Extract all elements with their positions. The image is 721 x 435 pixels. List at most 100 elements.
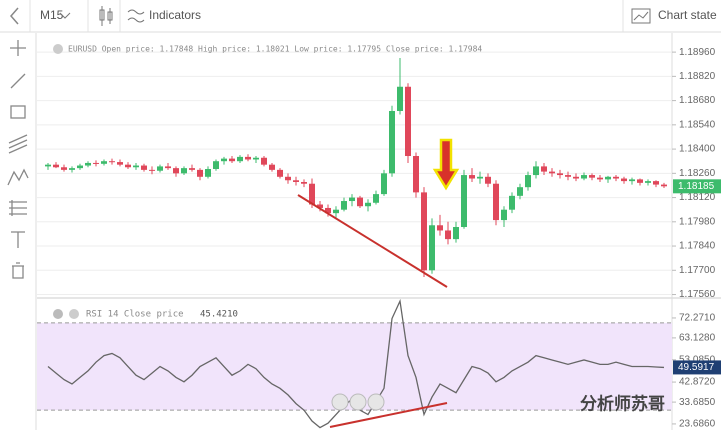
candle-body bbox=[141, 165, 147, 170]
candle-body bbox=[357, 197, 363, 207]
candle-body bbox=[261, 157, 267, 165]
candle-body bbox=[229, 158, 235, 162]
y-tick-label: 1.17560 bbox=[679, 289, 716, 300]
candle-body bbox=[597, 177, 603, 180]
chart-state-button[interactable]: Chart state bbox=[658, 8, 717, 22]
y-tick-label: 23.6860 bbox=[679, 419, 716, 430]
candle-body bbox=[525, 175, 531, 188]
candle-body bbox=[637, 179, 643, 183]
y-tick-label: 33.6850 bbox=[679, 397, 716, 408]
trend-line[interactable] bbox=[297, 194, 448, 288]
rsi-legend-value: 45.4210 bbox=[200, 310, 238, 320]
trendline-tool[interactable] bbox=[10, 73, 26, 89]
current-value-box bbox=[673, 179, 721, 194]
rsi-settings-icon[interactable] bbox=[69, 309, 79, 319]
channel-tool[interactable] bbox=[8, 134, 28, 154]
candle-body bbox=[461, 175, 467, 228]
ohlc-legend: EURUSD Open price: 1.17848 High price: 1… bbox=[68, 45, 482, 54]
candle-body bbox=[93, 162, 99, 164]
candle-body bbox=[117, 162, 123, 165]
rsi-legend: RSI 14 Close price bbox=[86, 310, 184, 320]
fib-tool[interactable] bbox=[9, 200, 27, 216]
rsi-close-icon[interactable] bbox=[53, 309, 63, 319]
candle-body bbox=[181, 168, 187, 174]
candle-body bbox=[405, 86, 411, 157]
candle-body bbox=[365, 202, 371, 207]
y-tick-label: 1.18260 bbox=[679, 168, 716, 179]
delete-tool[interactable] bbox=[12, 262, 24, 279]
candle-body bbox=[429, 225, 435, 271]
candle-body bbox=[253, 157, 259, 160]
indicators-button[interactable]: Indicators bbox=[149, 8, 201, 22]
candle-body bbox=[453, 227, 459, 240]
candle-body bbox=[493, 183, 499, 221]
candle-body bbox=[549, 171, 555, 174]
y-tick-label: 1.18820 bbox=[679, 71, 716, 82]
back-button[interactable] bbox=[10, 7, 19, 25]
y-tick-label: 1.17840 bbox=[679, 241, 716, 252]
candle-body bbox=[309, 183, 315, 205]
candle-body bbox=[413, 156, 419, 193]
y-tick-label: 1.17700 bbox=[679, 265, 716, 276]
candle-body bbox=[173, 168, 179, 174]
indicators-icon[interactable] bbox=[127, 9, 145, 23]
candle-body bbox=[53, 164, 59, 168]
watermark: 分析师苏哥 bbox=[580, 393, 665, 413]
candle-body bbox=[237, 156, 243, 162]
candle-body bbox=[165, 166, 171, 169]
settings-icon[interactable] bbox=[53, 44, 63, 54]
y-tick-label: 42.8720 bbox=[679, 377, 716, 388]
chart-state-icon[interactable] bbox=[631, 8, 651, 24]
candle-body bbox=[485, 176, 491, 184]
candle-body bbox=[389, 110, 395, 174]
candle-body bbox=[653, 181, 659, 185]
candle-body bbox=[69, 168, 75, 170]
rectangle-tool[interactable] bbox=[10, 105, 26, 119]
zoom-controls[interactable] bbox=[331, 393, 385, 411]
candle-body bbox=[565, 175, 571, 177]
chart-type-button[interactable] bbox=[99, 6, 113, 26]
candle-body bbox=[109, 161, 115, 163]
candle-body bbox=[101, 161, 107, 164]
candle-body bbox=[61, 167, 67, 170]
candle-body bbox=[621, 178, 627, 182]
candle-body bbox=[445, 230, 451, 240]
annotation-arrow bbox=[432, 138, 460, 191]
y-tick-label: 1.18960 bbox=[679, 47, 716, 58]
candle-body bbox=[373, 194, 379, 203]
candle-body bbox=[573, 176, 579, 179]
current-value-box bbox=[673, 360, 721, 375]
y-tick-label: 1.18680 bbox=[679, 95, 716, 106]
pattern-tool[interactable] bbox=[7, 168, 29, 186]
candle-body bbox=[581, 175, 587, 179]
candle-body bbox=[301, 181, 307, 184]
candle-body bbox=[213, 161, 219, 169]
candle-body bbox=[437, 225, 443, 231]
timeframe[interactable]: M15 bbox=[40, 8, 64, 22]
candle-body bbox=[277, 169, 283, 177]
y-tick-label: 1.17980 bbox=[679, 216, 716, 227]
y-tick-label: 1.18400 bbox=[679, 144, 716, 155]
candle-body bbox=[333, 209, 339, 214]
candle-body bbox=[613, 176, 619, 179]
candle-body bbox=[133, 165, 139, 168]
crosshair-tool[interactable] bbox=[10, 40, 26, 56]
candle-body bbox=[325, 207, 331, 214]
y-tick-label: 53.0850 bbox=[679, 354, 716, 365]
timeframe-chevron[interactable] bbox=[59, 12, 71, 19]
candle-body bbox=[317, 204, 323, 208]
text-tool[interactable] bbox=[11, 231, 25, 248]
candle-body bbox=[349, 197, 355, 202]
candle-body bbox=[197, 169, 203, 177]
y-tick-label: 72.2710 bbox=[679, 313, 716, 324]
candle-body bbox=[397, 86, 403, 111]
candle-body bbox=[125, 164, 131, 168]
candle-body bbox=[541, 166, 547, 172]
candle-body bbox=[477, 176, 483, 179]
candle-body bbox=[589, 175, 595, 178]
rsi-trend-line[interactable] bbox=[329, 402, 448, 428]
candle-body bbox=[205, 169, 211, 177]
candle-body bbox=[293, 180, 299, 182]
